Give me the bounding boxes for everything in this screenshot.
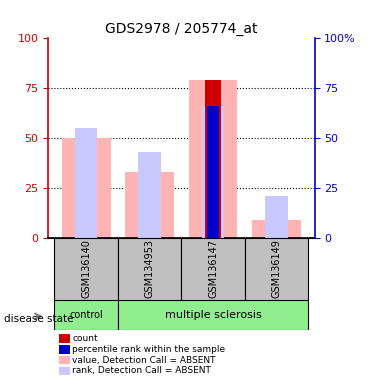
FancyBboxPatch shape — [118, 300, 308, 330]
Bar — [62, 138, 111, 238]
Text: value, Detection Call = ABSENT: value, Detection Call = ABSENT — [72, 356, 216, 365]
Bar — [208, 106, 219, 238]
FancyBboxPatch shape — [181, 238, 245, 300]
Text: GSM136147: GSM136147 — [208, 239, 218, 298]
FancyBboxPatch shape — [54, 300, 118, 330]
Title: GDS2978 / 205774_at: GDS2978 / 205774_at — [105, 22, 258, 36]
FancyBboxPatch shape — [54, 238, 118, 300]
Bar — [138, 152, 161, 238]
Text: multiple sclerosis: multiple sclerosis — [165, 310, 261, 320]
Text: percentile rank within the sample: percentile rank within the sample — [72, 345, 225, 354]
Text: count: count — [72, 334, 98, 343]
Bar — [75, 128, 97, 238]
Text: control: control — [69, 310, 103, 320]
Bar — [265, 196, 287, 238]
Bar — [125, 172, 174, 238]
Bar — [189, 80, 238, 238]
Bar — [202, 106, 224, 238]
Text: GSM136149: GSM136149 — [272, 239, 282, 298]
Text: GSM136140: GSM136140 — [81, 239, 91, 298]
Text: rank, Detection Call = ABSENT: rank, Detection Call = ABSENT — [72, 366, 211, 376]
FancyBboxPatch shape — [245, 238, 308, 300]
FancyBboxPatch shape — [118, 238, 181, 300]
Text: disease state: disease state — [4, 314, 73, 324]
Bar — [252, 220, 301, 238]
Text: GSM134953: GSM134953 — [145, 239, 155, 298]
Bar — [205, 80, 221, 238]
